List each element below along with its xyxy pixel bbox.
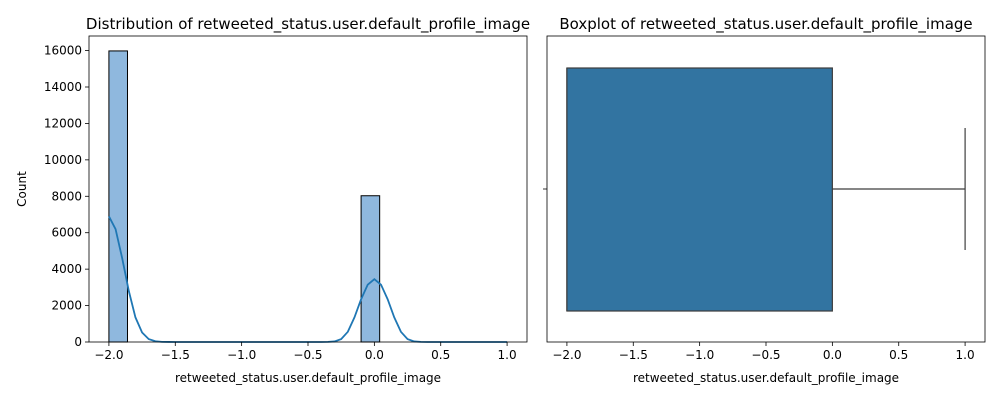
y-tick-label: 4000 <box>51 262 82 276</box>
x-tick-label: −1.0 <box>227 348 256 362</box>
x-tick-label: 0.0 <box>365 348 384 362</box>
x-tick-label: −1.5 <box>619 348 648 362</box>
x-tick-label: 0.5 <box>431 348 450 362</box>
x-tick-label: −1.0 <box>685 348 714 362</box>
y-tick-label: 12000 <box>44 116 82 130</box>
histogram-y-ticks: 0 2000 4000 6000 8000 10000 12000 14000 16000 <box>44 44 89 349</box>
y-tick-label: 8000 <box>51 189 82 203</box>
histogram-bar <box>108 50 128 343</box>
y-tick-label: 16000 <box>44 44 82 58</box>
histogram-bar <box>360 195 381 343</box>
x-tick-label: 1.0 <box>498 348 517 362</box>
histogram-y-axis-label: Count <box>15 171 29 207</box>
boxplot-box <box>566 67 833 312</box>
y-tick-label: 6000 <box>51 226 82 240</box>
x-tick-label: 0.5 <box>889 348 908 362</box>
histogram-x-axis-label: retweeted_status.user.default_profile_im… <box>175 371 441 385</box>
boxplot-title: Boxplot of retweeted_status.user.default… <box>559 15 972 34</box>
histogram-title: Distribution of retweeted_status.user.de… <box>86 15 530 34</box>
x-tick-label: 0.0 <box>823 348 842 362</box>
boxplot-panel: −2.0 −1.5 −1.0 −0.5 0.0 0.5 1.0 Boxplot of ret… <box>543 15 986 385</box>
boxplot-x-axis-label: retweeted_status.user.default_profile_im… <box>633 371 899 385</box>
x-tick-label: −1.5 <box>161 348 190 362</box>
kde-curve <box>108 215 508 343</box>
boxplot-x-ticks: −2.0 −1.5 −1.0 −0.5 0.0 0.5 1.0 <box>552 342 975 362</box>
y-tick-label: 0 <box>74 335 82 349</box>
x-tick-label: 1.0 <box>956 348 975 362</box>
x-tick-label: −2.0 <box>94 348 123 362</box>
x-tick-label: −0.5 <box>751 348 780 362</box>
histogram-x-ticks: −2.0 −1.5 −1.0 −0.5 0.0 0.5 1.0 <box>94 342 517 362</box>
y-tick-label: 2000 <box>51 299 82 313</box>
x-tick-label: −0.5 <box>293 348 322 362</box>
y-tick-label: 10000 <box>44 153 82 167</box>
x-tick-label: −2.0 <box>552 348 581 362</box>
histogram-bars <box>108 50 381 343</box>
y-tick-label: 14000 <box>44 80 82 94</box>
histogram-axes-frame <box>88 35 528 343</box>
histogram-panel: −2.0 −1.5 −1.0 −0.5 0.0 0.5 1.0 0 2000 4000 6000 8… <box>15 15 530 385</box>
